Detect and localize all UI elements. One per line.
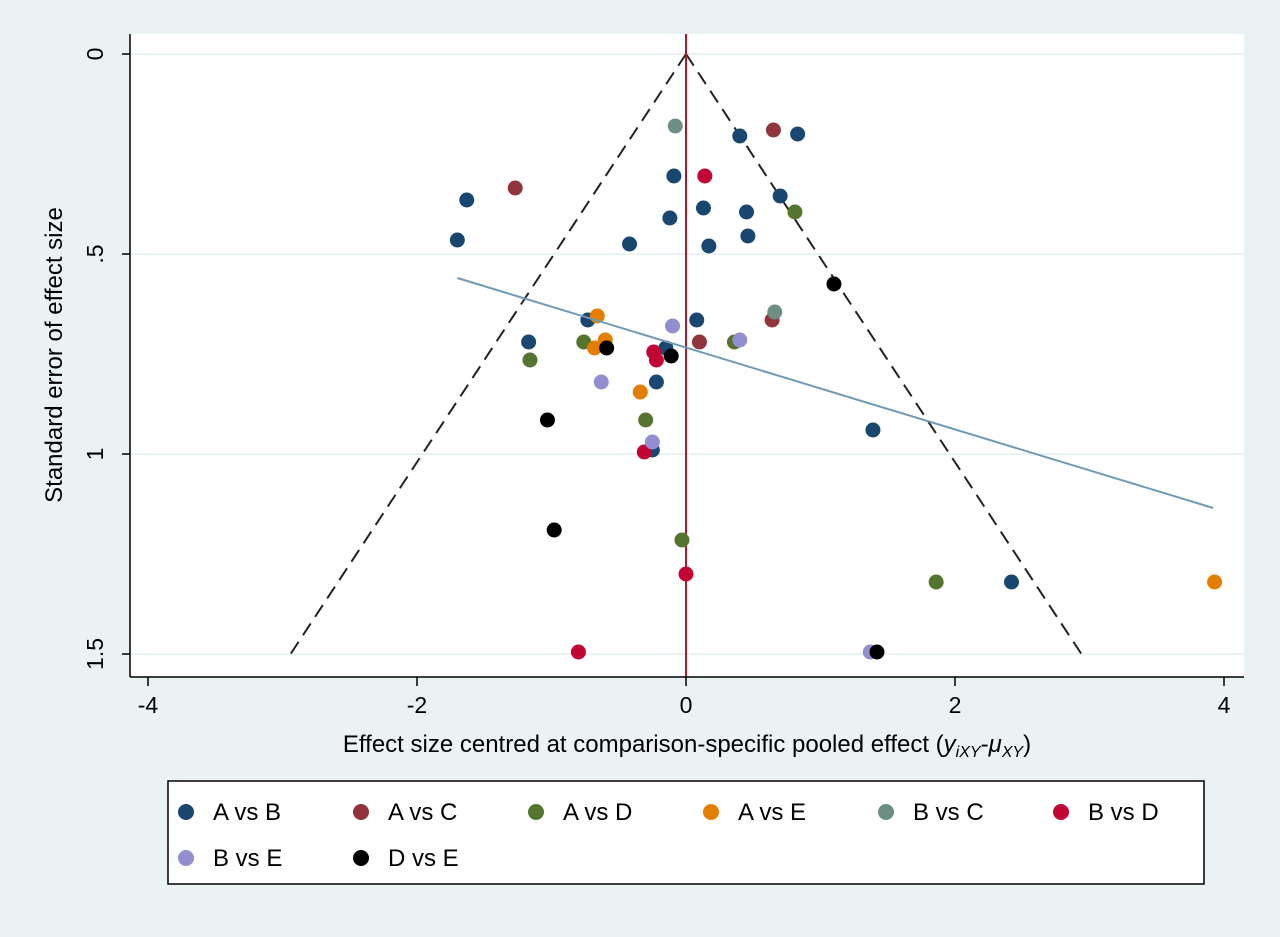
point-a-vs-b-5 (662, 210, 678, 226)
x-tick-label-1: -2 (407, 692, 427, 718)
axes: 0 .5 1 1.5 -4 -2 0 2 4 (82, 34, 1244, 718)
legend-label-b-vs-d: B vs D (1088, 799, 1159, 826)
point-a-vs-b-4 (622, 236, 638, 252)
legend-label-b-vs-c: B vs C (913, 799, 984, 826)
legend-marker-b-vs-d (1053, 804, 1069, 820)
point-a-vs-b-1 (449, 232, 465, 248)
legend-label-a-vs-c: A vs C (388, 799, 457, 826)
point-b-vs-c-1 (767, 304, 783, 320)
point-a-vs-d-4 (787, 204, 803, 220)
point-a-vs-b-9 (695, 200, 711, 216)
point-d-vs-e-2 (663, 348, 679, 364)
data-points (449, 118, 1223, 660)
point-a-vs-b-7 (732, 128, 748, 144)
point-a-vs-b-2 (521, 334, 537, 350)
point-b-vs-e-3 (644, 434, 660, 450)
x-tick-label-2: 0 (680, 692, 693, 718)
point-a-vs-d-3 (674, 532, 690, 548)
point-a-vs-d-6 (928, 574, 944, 590)
point-a-vs-e-3 (632, 384, 648, 400)
legend-marker-a-vs-d (528, 804, 544, 820)
x-tick-label-4: 4 (1218, 692, 1231, 718)
point-a-vs-d-2 (638, 412, 654, 428)
point-a-vs-b-0 (459, 192, 475, 208)
legend-marker-b-vs-e (178, 850, 194, 866)
x-tick-label-3: 2 (949, 692, 962, 718)
point-d-vs-e-3 (826, 276, 842, 292)
point-a-vs-b-10 (701, 238, 717, 254)
point-d-vs-e-0 (539, 412, 555, 428)
legend: A vs B A vs C A vs D A vs E B vs C B vs D B vs… (167, 780, 1205, 885)
x-tick-label-0: -4 (138, 692, 159, 718)
y-tick-label-0: 0 (82, 48, 108, 61)
legend-marker-a-vs-b (178, 804, 194, 820)
legend-label-a-vs-e: A vs E (738, 799, 806, 826)
legend-label-a-vs-d: A vs D (563, 799, 632, 826)
point-a-vs-c-0 (507, 180, 523, 196)
y-tick-label-2: 1 (82, 448, 108, 461)
point-a-vs-b-18 (865, 422, 881, 438)
regression-line (457, 277, 1214, 509)
regression-fit-line (457, 277, 1214, 509)
point-b-vs-e-0 (593, 374, 609, 390)
point-b-vs-d-0 (697, 168, 713, 184)
y-tick-label-1: .5 (82, 244, 108, 263)
point-a-vs-c-1 (765, 122, 781, 138)
point-d-vs-e-1 (599, 340, 615, 356)
legend-label-d-vs-e: D vs E (388, 845, 459, 872)
legend-label-a-vs-b: A vs B (213, 799, 281, 826)
point-b-vs-e-1 (665, 318, 681, 334)
point-b-vs-d-3 (636, 444, 652, 460)
point-b-vs-e-2 (732, 332, 748, 348)
legend-marker-b-vs-c (878, 804, 894, 820)
point-a-vs-b-16 (648, 374, 664, 390)
point-a-vs-b-14 (689, 312, 705, 328)
point-a-vs-b-19 (1003, 574, 1019, 590)
point-d-vs-e-5 (869, 644, 885, 660)
point-a-vs-c-2 (691, 334, 707, 350)
point-b-vs-d-5 (570, 644, 586, 660)
point-b-vs-d-4 (678, 566, 694, 582)
x-axis-title: Effect size centred at comparison-specif… (343, 731, 1031, 761)
y-axis-title: Standard error of effect size (41, 207, 68, 503)
point-a-vs-b-6 (666, 168, 682, 184)
legend-marker-d-vs-e (353, 850, 369, 866)
point-a-vs-e-1 (587, 340, 603, 356)
point-b-vs-d-2 (648, 352, 664, 368)
y-tick-label-3: 1.5 (82, 638, 108, 670)
point-a-vs-b-8 (790, 126, 806, 142)
funnel-left-limit (289, 53, 687, 655)
legend-box (167, 780, 1205, 885)
legend-label-b-vs-e: B vs E (213, 845, 282, 872)
point-a-vs-b-11 (739, 204, 755, 220)
point-a-vs-b-13 (772, 188, 788, 204)
point-d-vs-e-4 (546, 522, 562, 538)
point-b-vs-c-0 (667, 118, 683, 134)
point-a-vs-e-4 (1207, 574, 1223, 590)
point-a-vs-d-0 (522, 352, 538, 368)
funnel-right-limit (685, 53, 1083, 655)
legend-marker-a-vs-c (353, 804, 369, 820)
point-a-vs-b-12 (740, 228, 756, 244)
legend-marker-a-vs-e (703, 804, 719, 820)
